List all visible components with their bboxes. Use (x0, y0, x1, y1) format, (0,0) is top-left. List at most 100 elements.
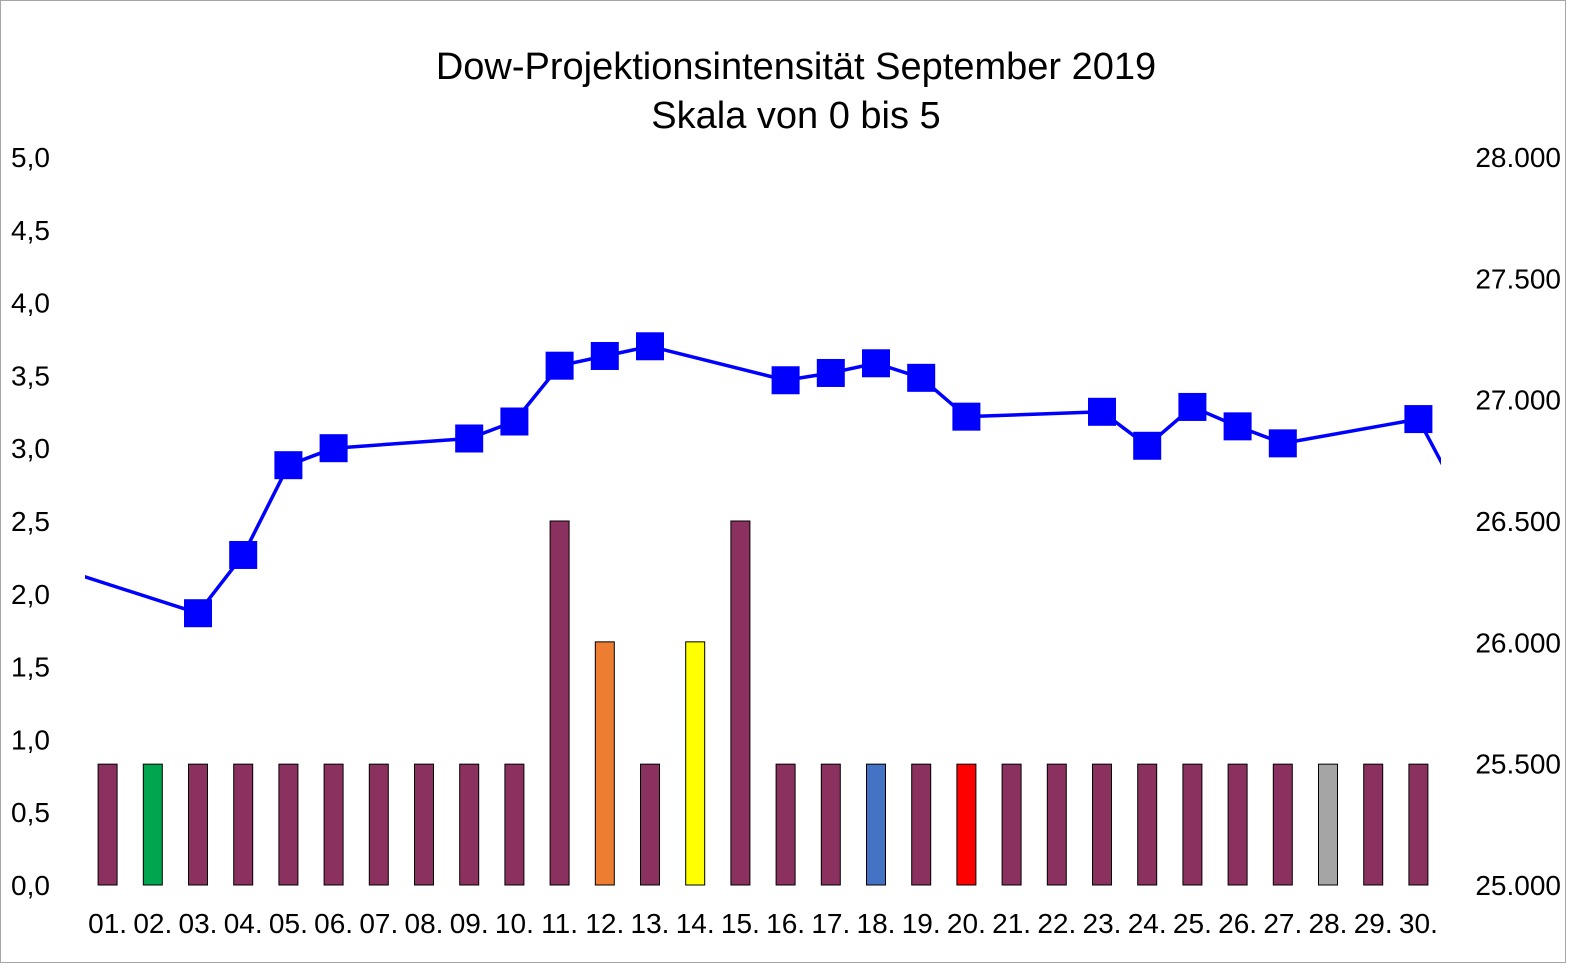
dow-point-06 (319, 434, 348, 463)
bar-10 (504, 763, 525, 886)
x-tick-label: 10. (495, 908, 534, 939)
x-tick-label: 29. (1354, 908, 1393, 939)
dow-point-20 (952, 402, 981, 431)
bar-27 (1272, 763, 1293, 886)
bar-01 (97, 763, 118, 886)
bar-03 (188, 763, 208, 886)
x-tick-label: 28. (1309, 908, 1348, 939)
bar-05 (278, 763, 299, 886)
bar-30 (1408, 763, 1429, 886)
y-tick-label: 0,0 (11, 870, 50, 901)
bar-19 (911, 763, 932, 886)
x-tick-label: 13. (631, 908, 670, 939)
bar-14 (685, 641, 706, 886)
x-tick-label: 12. (585, 908, 624, 939)
x-tick-label: 16. (766, 908, 805, 939)
right-axis: 25.000 25.500 26.000 26.500 27.000 27.500 28.0… (1475, 142, 1561, 901)
bar-28 (1318, 763, 1338, 886)
dow-point-27 (1268, 429, 1297, 458)
dow-point-16 (771, 366, 800, 395)
dow-point-12 (590, 341, 619, 370)
x-tick-label: 22. (1037, 908, 1076, 939)
dow-point-05 (274, 451, 303, 480)
bars-layer (97, 520, 1429, 886)
y2-tick-label: 26.000 (1475, 627, 1561, 658)
dow-point-11 (545, 351, 574, 380)
bar-04 (233, 763, 254, 886)
bar-13 (640, 763, 660, 886)
y-tick-label: 1,0 (11, 724, 50, 755)
dow-point-24 (1133, 431, 1162, 460)
x-tick-label: 04. (224, 908, 263, 939)
bar-21 (1001, 763, 1022, 886)
x-tick-label: 06. (314, 908, 353, 939)
bar-20 (956, 763, 977, 886)
bar-29 (1363, 763, 1384, 886)
x-tick-label: 02. (133, 908, 172, 939)
dow-point-25 (1178, 392, 1207, 421)
y2-tick-label: 27.000 (1475, 385, 1561, 416)
y2-tick-label: 25.000 (1475, 870, 1561, 901)
bar-11 (549, 520, 570, 886)
y2-tick-label: 28.000 (1475, 142, 1561, 173)
x-tick-label: 30. (1399, 908, 1438, 939)
x-tick-label: 27. (1263, 908, 1302, 939)
bar-09 (459, 763, 480, 886)
bar-02 (142, 763, 163, 886)
y2-tick-label: 25.500 (1475, 749, 1561, 780)
y-tick-label: 3,5 (11, 360, 50, 391)
bar-06 (323, 763, 344, 886)
x-tick-label: 11. (541, 908, 578, 939)
y-tick-label: 4,5 (11, 215, 50, 246)
bar-15 (730, 520, 751, 886)
bar-08 (414, 763, 434, 886)
x-tick-label: 01. (88, 908, 127, 939)
x-tick-label: 09. (450, 908, 489, 939)
line-layer (85, 332, 1441, 628)
x-tick-label: 26. (1218, 908, 1257, 939)
bar-24 (1137, 763, 1158, 886)
dow-point-18 (862, 349, 890, 378)
bar-22 (1046, 763, 1067, 886)
dow-point-23 (1088, 397, 1116, 426)
chart-title: Dow-Projektionsintensität September 2019 (436, 46, 1156, 88)
y2-tick-label: 27.500 (1475, 263, 1561, 294)
x-tick-label: 15. (721, 908, 760, 939)
dow-line (85, 344, 1441, 615)
chart-subtitle: Skala von 0 bis 5 (651, 95, 940, 137)
dow-point-26 (1223, 412, 1252, 441)
x-tick-label: 19. (902, 908, 941, 939)
x-tick-label: 20. (947, 908, 986, 939)
x-tick-label: 18. (857, 908, 896, 939)
x-tick-label: 05. (269, 908, 308, 939)
bar-23 (1092, 763, 1112, 886)
bar-25 (1182, 763, 1203, 886)
bar-18 (866, 763, 886, 886)
x-tick-label: 23. (1083, 908, 1122, 939)
left-axis: 0,0 0,5 1,0 1,5 2,0 2,5 3,0 3,5 4,0 4,5 5,0 (11, 142, 50, 901)
x-tick-label: 14. (676, 908, 715, 939)
bar-12 (594, 641, 615, 886)
y-tick-label: 0,5 (11, 797, 50, 828)
x-tick-label: 17. (811, 908, 850, 939)
dow-point-17 (816, 358, 845, 387)
y-tick-label: 4,0 (11, 288, 50, 319)
bar-07 (368, 763, 389, 886)
dow-point-09 (455, 424, 484, 453)
dow-point-04 (229, 540, 258, 569)
y-tick-label: 2,5 (11, 506, 50, 537)
y-tick-label: 5,0 (11, 142, 50, 173)
x-axis: 01. 02. 03. 04. 05. 06. 07. 08. 09. 10. 11. 12. 13. 1… (88, 908, 1438, 939)
dow-point-03 (184, 599, 212, 628)
bar-17 (820, 763, 841, 886)
bar-26 (1227, 763, 1248, 886)
bar-16 (775, 763, 796, 886)
x-tick-label: 24. (1128, 908, 1167, 939)
x-tick-label: 03. (179, 908, 218, 939)
dow-point-13 (636, 332, 664, 361)
y-tick-label: 1,5 (11, 652, 50, 683)
dow-point-30 (1404, 405, 1433, 434)
dow-point-19 (907, 363, 936, 392)
